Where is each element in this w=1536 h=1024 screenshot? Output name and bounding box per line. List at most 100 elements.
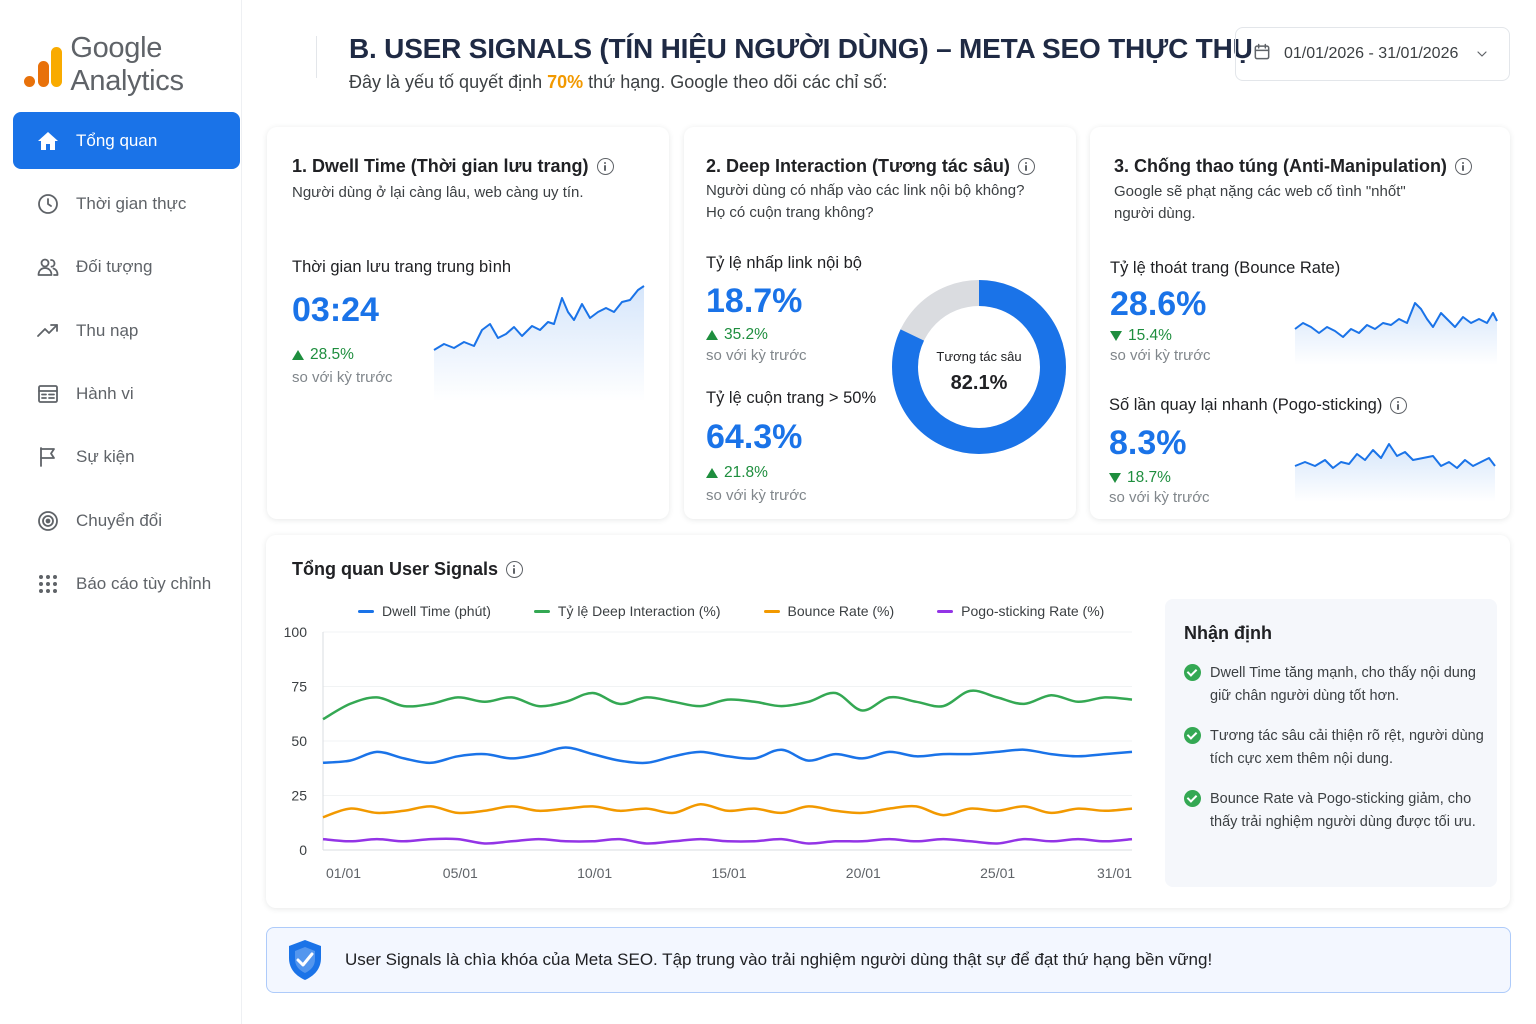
shield-check-icon <box>289 940 321 980</box>
metric-value: 03:24 <box>292 291 379 329</box>
card-description: Người dùng ở lại càng lâu, web càng uy t… <box>292 184 584 201</box>
dwell-sparkline <box>433 285 645 402</box>
date-range-text: 01/01/2026 - 31/01/2026 <box>1284 45 1459 62</box>
series-line-2[interactable] <box>322 802 1133 819</box>
legend-item[interactable]: Pogo-sticking Rate (%) <box>937 603 1104 619</box>
sidebar-item-conversions[interactable]: Chuyển đổi <box>13 492 240 549</box>
legend-item[interactable]: Dwell Time (phút) <box>358 603 491 619</box>
x-tick-label: 05/01 <box>443 865 478 881</box>
sidebar-item-label: Báo cáo tùy chỉnh <box>76 574 212 594</box>
info-icon[interactable] <box>506 561 524 578</box>
sidebar-item-realtime[interactable]: Thời gian thực <box>13 175 240 232</box>
trending-up-icon <box>35 318 61 344</box>
card-description: Người dùng có nhấp vào các link nội bộ k… <box>706 182 1025 221</box>
sidebar-item-custom-reports[interactable]: Báo cáo tùy chỉnh <box>13 556 240 613</box>
y-tick-label: 0 <box>299 842 307 858</box>
logo: Google Analytics <box>24 32 241 98</box>
arrow-up-icon <box>706 468 718 478</box>
card-dwell-time: 1. Dwell Time (Thời gian lưu trang) Ngườ… <box>267 127 669 519</box>
metric-label: Số lần quay lại nhanh (Pogo-sticking) <box>1109 396 1383 414</box>
sidebar-item-label: Chuyển đổi <box>76 510 163 530</box>
y-tick-label: 25 <box>291 788 307 804</box>
legend-swatch <box>937 609 954 613</box>
grid-icon <box>35 571 61 597</box>
sidebar-item-label: Tổng quan <box>76 130 158 150</box>
info-icon[interactable] <box>1390 397 1408 414</box>
sidebar-item-label: Thu nạp <box>76 320 139 340</box>
metric-value: 64.3% <box>706 418 803 456</box>
metric-delta: 35.2% <box>706 326 768 344</box>
analytics-logo-icon <box>24 43 62 87</box>
legend-item[interactable]: Bounce Rate (%) <box>763 603 894 619</box>
metric-delta: 15.4% <box>1110 327 1172 345</box>
metric-value: 18.7% <box>706 282 803 320</box>
insight-item: Bounce Rate và Pogo-sticking giảm, cho th… <box>1184 788 1484 834</box>
page-title: B. USER SIGNALS (TÍN HIỆU NGƯỜI DÙNG) – … <box>349 33 1253 64</box>
date-range-picker[interactable]: 01/01/2026 - 31/01/2026 <box>1235 27 1510 81</box>
x-tick-label: 15/01 <box>711 865 746 881</box>
y-tick-label: 100 <box>284 624 308 640</box>
insight-panel: Nhận định Dwell Time tăng mạnh, cho thấy… <box>1165 599 1497 887</box>
arrow-down-icon <box>1110 331 1122 341</box>
sidebar-nav: Tổng quan Thời gian thực Đối tượng Thu n… <box>13 112 240 619</box>
x-tick-label: 01/01 <box>326 865 361 881</box>
header-divider <box>316 36 317 78</box>
bounce-rate-sparkline <box>1294 302 1498 365</box>
sidebar-item-label: Hành vi <box>76 384 134 404</box>
flag-icon <box>35 444 61 470</box>
sidebar-item-audience[interactable]: Đối tượng <box>13 239 240 296</box>
info-icon[interactable] <box>596 158 614 175</box>
insight-title: Nhận định <box>1184 623 1272 643</box>
x-tick-label: 25/01 <box>980 865 1015 881</box>
calendar-icon <box>1252 42 1272 67</box>
metric-label: Tỷ lệ thoát trang (Bounce Rate) <box>1110 259 1341 277</box>
chevron-down-icon <box>1474 46 1490 62</box>
metric-label: Thời gian lưu trang trung bình <box>292 258 512 276</box>
card-title: 2. Deep Interaction (Tương tác sâu) <box>706 156 1010 176</box>
metric-delta-note: so với kỳ trước <box>706 347 807 364</box>
pogo-sticking-sparkline <box>1294 443 1496 502</box>
insight-item: Dwell Time tăng mạnh, cho thấy nội dung g… <box>1184 662 1484 708</box>
sidebar-item-label: Sự kiện <box>76 447 135 467</box>
card-deep-interaction: 2. Deep Interaction (Tương tác sâu) Ngườ… <box>684 127 1076 519</box>
y-tick-label: 50 <box>291 733 307 749</box>
clock-icon <box>35 191 61 217</box>
card-title: 1. Dwell Time (Thời gian lưu trang) <box>292 156 589 176</box>
legend-swatch <box>763 609 780 613</box>
legend-swatch <box>358 609 374 613</box>
target-icon <box>35 508 61 534</box>
list-panel-icon <box>35 381 61 407</box>
subtitle-highlight: 70% <box>547 72 584 92</box>
sidebar-item-acquisition[interactable]: Thu nạp <box>13 302 240 359</box>
x-tick-label: 31/01 <box>1097 865 1132 881</box>
card-title: 3. Chống thao túng (Anti-Manipulation) <box>1114 156 1447 176</box>
metric-value: 28.6% <box>1110 285 1207 323</box>
series-line-3[interactable] <box>322 837 1133 845</box>
legend-item[interactable]: Tỷ lệ Deep Interaction (%) <box>533 603 721 619</box>
sidebar-item-label: Đối tượng <box>76 257 153 277</box>
sidebar-item-behavior[interactable]: Hành vi <box>13 366 240 423</box>
insight-item: Tương tác sâu cải thiện rõ rệt, người dù… <box>1184 725 1484 771</box>
deep-interaction-donut-chart <box>892 280 1066 454</box>
series-line-1[interactable] <box>322 689 1133 721</box>
y-tick-label: 75 <box>291 679 307 695</box>
users-icon <box>35 254 61 280</box>
x-tick-label: 10/01 <box>577 865 612 881</box>
logo-text: Google Analytics <box>70 32 184 97</box>
check-circle-icon <box>1184 727 1201 744</box>
metric-delta: 18.7% <box>1109 469 1171 487</box>
card-anti-manipulation: 3. Chống thao túng (Anti-Manipulation) G… <box>1090 127 1510 519</box>
series-line-0[interactable] <box>322 746 1133 765</box>
user-signals-line-chart: 100 75 50 25 0 01/01 05/01 10/01 15/01 20/01 25/01… <box>284 624 1133 881</box>
sidebar-item-label: Thời gian thực <box>76 193 187 213</box>
sidebar-item-overview[interactable]: Tổng quan <box>13 112 240 169</box>
metric-delta-note: so với kỳ trước <box>292 369 393 386</box>
metric-delta: 28.5% <box>292 346 354 364</box>
info-icon[interactable] <box>1017 158 1035 175</box>
banner-text: User Signals là chìa khóa của Meta SEO. … <box>345 950 1213 969</box>
info-icon[interactable] <box>1454 158 1472 175</box>
legend-swatch <box>533 609 550 613</box>
x-tick-label: 20/01 <box>846 865 881 881</box>
check-circle-icon <box>1184 790 1201 807</box>
sidebar-item-events[interactable]: Sự kiện <box>13 429 240 486</box>
